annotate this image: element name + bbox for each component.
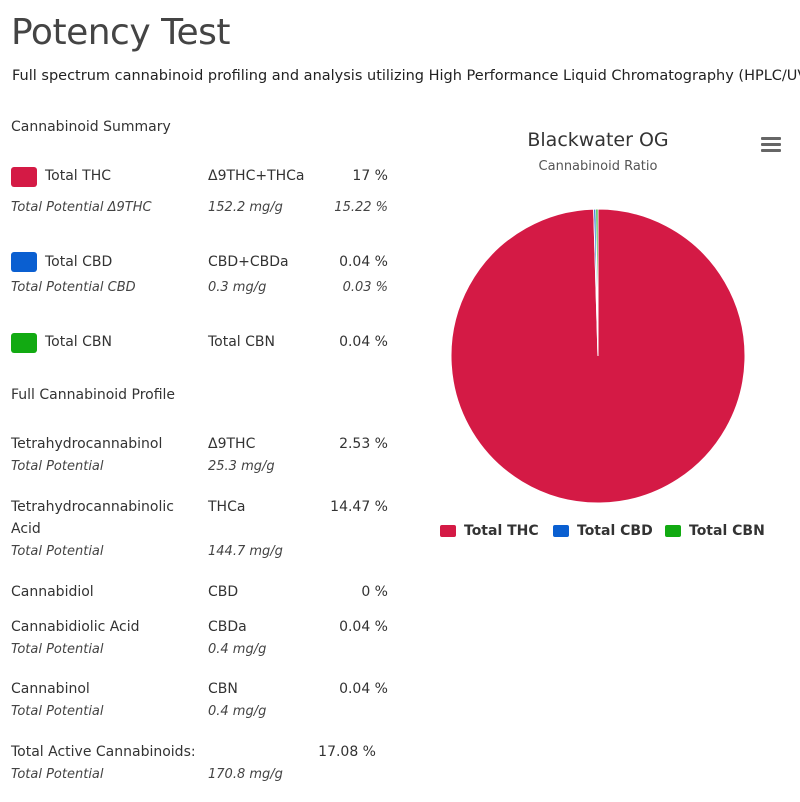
summary-cbd-sub-amount: 0.3 mg/g — [208, 280, 267, 295]
profile-row-abbr: CBD — [208, 584, 239, 600]
profile-row-name-line2: Acid — [11, 521, 41, 537]
legend-item-cbn[interactable]: Total CBN — [665, 523, 765, 539]
thc-color-swatch — [11, 167, 37, 187]
summary-heading: Cannabinoid Summary — [11, 119, 171, 135]
profile-row-name: Cannabinol — [11, 681, 90, 697]
total-active-sub-label: Total Potential — [11, 767, 104, 782]
summary-cbd-sub-percent: 0.03 % — [342, 280, 388, 295]
profile-row-sub-label: Total Potential — [11, 459, 104, 474]
total-active-percent: 17.08 % — [318, 744, 376, 760]
legend-item-thc[interactable]: Total THC — [440, 523, 539, 539]
total-active-label: Total Active Cannabinoids: — [11, 744, 196, 760]
page-subtitle: Full spectrum cannabinoid profiling and … — [12, 68, 800, 84]
summary-cbd-name: Total CBD — [45, 254, 113, 270]
summary-cbd-percent: 0.04 % — [339, 254, 388, 270]
summary-thc-percent: 17 % — [352, 168, 388, 184]
profile-row-percent: 0.04 % — [339, 681, 388, 697]
profile-row-name: Cannabidiolic Acid — [11, 619, 140, 635]
pie-chart — [450, 208, 746, 504]
profile-row-percent: 0 % — [361, 584, 388, 600]
summary-thc-sub-name: Total Potential Δ9THC — [11, 200, 152, 215]
profile-row-percent: 14.47 % — [330, 499, 388, 515]
pie-slice-cbn[interactable] — [595, 208, 599, 357]
profile-row-percent: 0.04 % — [339, 619, 388, 635]
chart-subtitle: Cannabinoid Ratio — [538, 159, 658, 174]
summary-thc-formula: Δ9THC+THCa — [208, 168, 305, 184]
profile-row-abbr: Δ9THC — [208, 436, 256, 452]
summary-cbn-name: Total CBN — [45, 334, 112, 350]
legend-swatch — [553, 525, 569, 537]
summary-thc-sub-amount: 152.2 mg/g — [208, 200, 283, 215]
summary-thc-name: Total THC — [45, 168, 112, 184]
summary-cbd-formula: CBD+CBDa — [208, 254, 289, 270]
profile-row-name: Tetrahydrocannabinolic — [11, 499, 174, 515]
cbn-color-swatch — [11, 333, 37, 353]
legend-swatch — [665, 525, 681, 537]
profile-row-abbr: CBDa — [208, 619, 247, 635]
profile-row-sub-amount: 25.3 mg/g — [208, 459, 275, 474]
total-active-sub-amount: 170.8 mg/g — [208, 767, 283, 782]
profile-heading: Full Cannabinoid Profile — [11, 387, 176, 403]
profile-row-abbr: CBN — [208, 681, 238, 697]
legend-label: Total CBD — [577, 523, 653, 539]
profile-row-sub-label: Total Potential — [11, 544, 104, 559]
profile-row-sub-label: Total Potential — [11, 704, 104, 719]
legend-label: Total CBN — [689, 523, 765, 539]
profile-row-name: Cannabidiol — [11, 584, 94, 600]
legend-label: Total THC — [464, 523, 539, 539]
profile-row-sub-amount: 144.7 mg/g — [208, 544, 283, 559]
summary-cbn-percent: 0.04 % — [339, 334, 388, 350]
legend-swatch — [440, 525, 456, 537]
profile-row-name: Tetrahydrocannabinol — [11, 436, 163, 452]
page-title: Potency Test — [11, 12, 230, 53]
cbd-color-swatch — [11, 252, 37, 272]
profile-row-abbr: THCa — [208, 499, 246, 515]
summary-cbd-sub-name: Total Potential CBD — [11, 280, 136, 295]
profile-row-sub-amount: 0.4 mg/g — [208, 704, 267, 719]
chart-title: Blackwater OG — [527, 129, 669, 151]
profile-row-sub-label: Total Potential — [11, 642, 104, 657]
legend-item-cbd[interactable]: Total CBD — [553, 523, 653, 539]
summary-thc-sub-percent: 15.22 % — [334, 200, 388, 215]
summary-cbn-formula: Total CBN — [208, 334, 275, 350]
hamburger-menu-icon[interactable] — [761, 137, 781, 153]
profile-row-sub-amount: 0.4 mg/g — [208, 642, 267, 657]
profile-row-percent: 2.53 % — [339, 436, 388, 452]
